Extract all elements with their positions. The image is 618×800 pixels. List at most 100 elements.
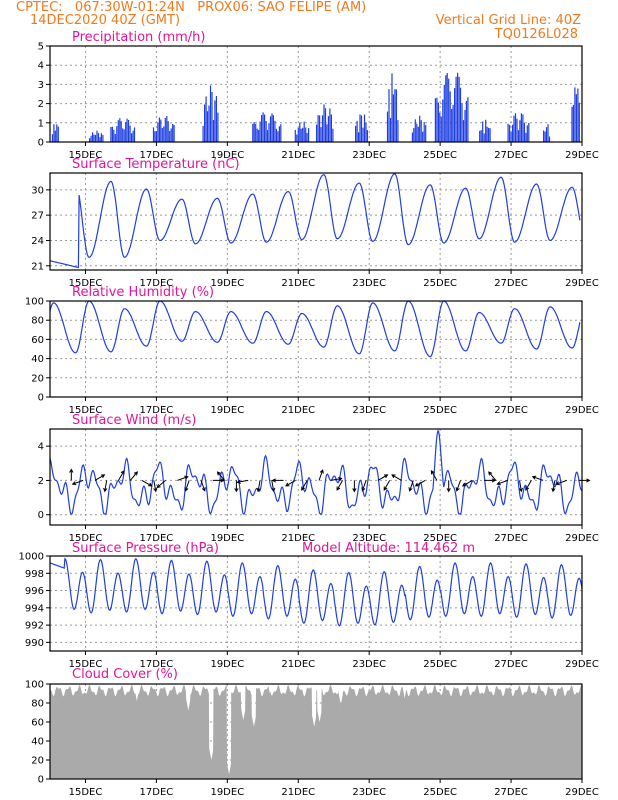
precipitation-bar [467,97,469,142]
precipitation-bar [206,111,209,142]
precipitation-bar [526,125,528,142]
wind-vector-arrow [103,480,108,493]
precipitation-bar [545,127,548,142]
precipitation-bar [455,76,457,142]
cloud-cover-area [50,685,582,779]
precipitation-bar [217,112,219,142]
precipitation-bar [126,118,128,142]
precipitation-bar [525,132,527,142]
x-tick-label: 21DEC [281,787,315,798]
y-tick-label: 1000 [19,552,44,563]
precipitation-bar [543,130,545,142]
precipitation-bar [157,122,159,142]
wind-vector-arrow [153,480,158,493]
precipitation-bar [458,76,460,142]
precipitation-bar [329,108,331,142]
precipitation-bar [513,115,515,142]
x-tick-label: 25DEC [423,150,457,161]
precipitation-bar [264,114,266,142]
precipitation-bar [509,124,511,142]
precipitation-bar [419,115,421,142]
precipitation-bar [158,117,160,142]
precipitation-bar [461,103,463,142]
precipitation-bar [366,130,368,142]
precipitation-panel: Precipitation (mm/h) 15DEC 17DEC 19DEC 21DE… [38,30,599,161]
precipitation-bar [320,127,322,142]
precipitation-bar [133,127,136,142]
y-tick-label: 21 [31,261,44,272]
x-tick-label: 25DEC [423,278,457,289]
wind-vector-arrow [383,480,391,491]
precipitation-bar [271,113,273,142]
precipitation-bar [479,130,481,142]
wind-vector-arrow [318,469,324,481]
precipitation-bar [305,127,307,142]
precipitation-bar [488,127,490,142]
precipitation-bar [172,124,174,142]
humidity-panel: Relative Humidity (%) 15DEC 17DEC 19DEC 21D… [25,285,599,416]
wind-vector-arrow [551,480,556,493]
y-tick-label: 100 [25,680,44,691]
x-tick-label: 27DEC [494,787,528,798]
precipitation-bar [202,125,204,142]
header-grid-line: Vertical Grid Line: 40Z [436,13,581,28]
precipitation-bar [296,134,298,142]
wind-vector-arrow [330,476,343,482]
precipitation-bar [209,85,212,142]
y-tick-label: 996 [25,586,44,597]
x-tick-label: 29DEC [565,533,599,544]
precipitation-bar [204,104,206,142]
y-tick-label: 994 [25,603,44,614]
x-tick-label: 15DEC [69,533,103,544]
precipitation-bar [90,135,92,142]
pressure-panel: Surface Pressure (hPa) Model Altitude: 1… [19,541,599,670]
precipitation-bar [89,138,91,142]
precipitation-bar [208,105,210,142]
x-tick-label: 25DEC [423,533,457,544]
precipitation-bar [319,115,321,142]
precipitation-bar [300,128,302,142]
y-tick-label: 2 [38,99,44,110]
temperature-plot: 15DEC 17DEC 19DEC 21DEC 23DEC 25DEC 27DEC 29DEC… [31,172,599,289]
precipitation-bar [131,133,133,142]
precipitation-bar [577,88,579,142]
wind-vector-arrow [271,480,276,493]
precipitation-bar [445,75,447,142]
wind-vector-arrow [446,480,451,493]
precipitation-bar [51,134,53,142]
plot-frame [49,555,583,652]
wind-vector-arrow [200,480,206,492]
precipitation-bar [416,123,418,142]
precipitation-bar [520,113,522,142]
wind-title: Surface Wind (m/s) [72,413,196,428]
wind-vector-arrow [141,479,153,487]
precipitation-bar [164,118,166,142]
y-tick-label: 4 [38,442,44,453]
precipitation-bar [56,124,58,142]
x-tick-label: 15DEC [69,150,103,161]
precipitation-bar [452,104,454,142]
temperature-panel: Surface Temperature (nC) 15DEC 17DEC 19DEC… [31,157,599,289]
wind-vector-arrow [216,471,225,481]
x-tick-label: 17DEC [140,405,174,416]
wind-plot: 15DEC 17DEC 19DEC 21DEC 23DEC 25DEC 27DEC 29DEC… [38,428,599,544]
wind-vector-arrow [525,480,532,491]
precipitation-bar [302,127,304,142]
precipitation-bar [265,121,267,142]
x-tick-label: 27DEC [494,405,528,416]
precipitation-bar [517,130,520,142]
x-tick-label: 23DEC [352,150,386,161]
y-tick-label: 60 [31,335,44,346]
precipitation-bar [417,126,419,142]
precipitation-bar [100,133,102,142]
precipitation-bar [113,129,115,142]
y-tick-label: 80 [31,699,44,710]
y-tick-label: 990 [25,638,44,649]
precipitation-bar [437,102,439,142]
precipitation-bar [111,126,113,142]
precipitation-bar [297,127,299,142]
x-tick-label: 21DEC [281,150,315,161]
x-tick-label: 15DEC [69,278,103,289]
precipitation-bar [355,125,357,142]
precipitation-bar [93,134,95,142]
